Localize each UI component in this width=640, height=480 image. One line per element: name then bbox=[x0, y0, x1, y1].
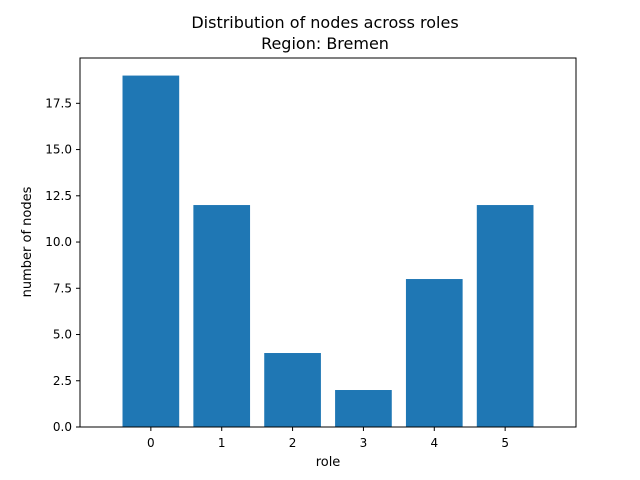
chart-subtitle: Region: Bremen bbox=[261, 34, 389, 53]
y-tick-label: 2.5 bbox=[53, 374, 72, 388]
bar-role-2 bbox=[264, 353, 321, 427]
x-tick-label: 5 bbox=[501, 436, 509, 450]
x-axis-label: role bbox=[316, 455, 341, 470]
y-tick-label: 5.0 bbox=[53, 328, 72, 342]
plot-frame bbox=[79, 57, 577, 428]
bar-role-3 bbox=[335, 390, 392, 427]
y-tick-label: 17.5 bbox=[45, 96, 72, 110]
x-tick-label: 0 bbox=[147, 436, 155, 450]
y-tick-label: 15.0 bbox=[45, 143, 72, 157]
x-tick-label: 4 bbox=[430, 436, 438, 450]
y-axis-label: number of nodes bbox=[20, 186, 35, 297]
bar-role-1 bbox=[193, 205, 251, 427]
x-tick-label: 3 bbox=[360, 436, 368, 450]
y-tick-label: 7.5 bbox=[53, 281, 72, 295]
bar-role-5 bbox=[476, 205, 534, 427]
bars-group bbox=[122, 75, 534, 428]
x-axis-ticks: 0 1 2 3 4 5 bbox=[147, 427, 509, 450]
x-tick-label: 1 bbox=[218, 436, 226, 450]
bar-role-0 bbox=[122, 75, 180, 428]
y-tick-label: 12.5 bbox=[45, 189, 72, 203]
chart-title: Distribution of nodes across roles bbox=[191, 13, 458, 32]
y-axis-ticks: 0.0 2.5 5.0 7.5 10.0 12.5 15.0 17.5 bbox=[45, 96, 80, 434]
bar-role-4 bbox=[405, 279, 463, 427]
x-tick-label: 2 bbox=[289, 436, 297, 450]
y-tick-label: 0.0 bbox=[53, 420, 72, 434]
y-tick-label: 10.0 bbox=[45, 235, 72, 249]
